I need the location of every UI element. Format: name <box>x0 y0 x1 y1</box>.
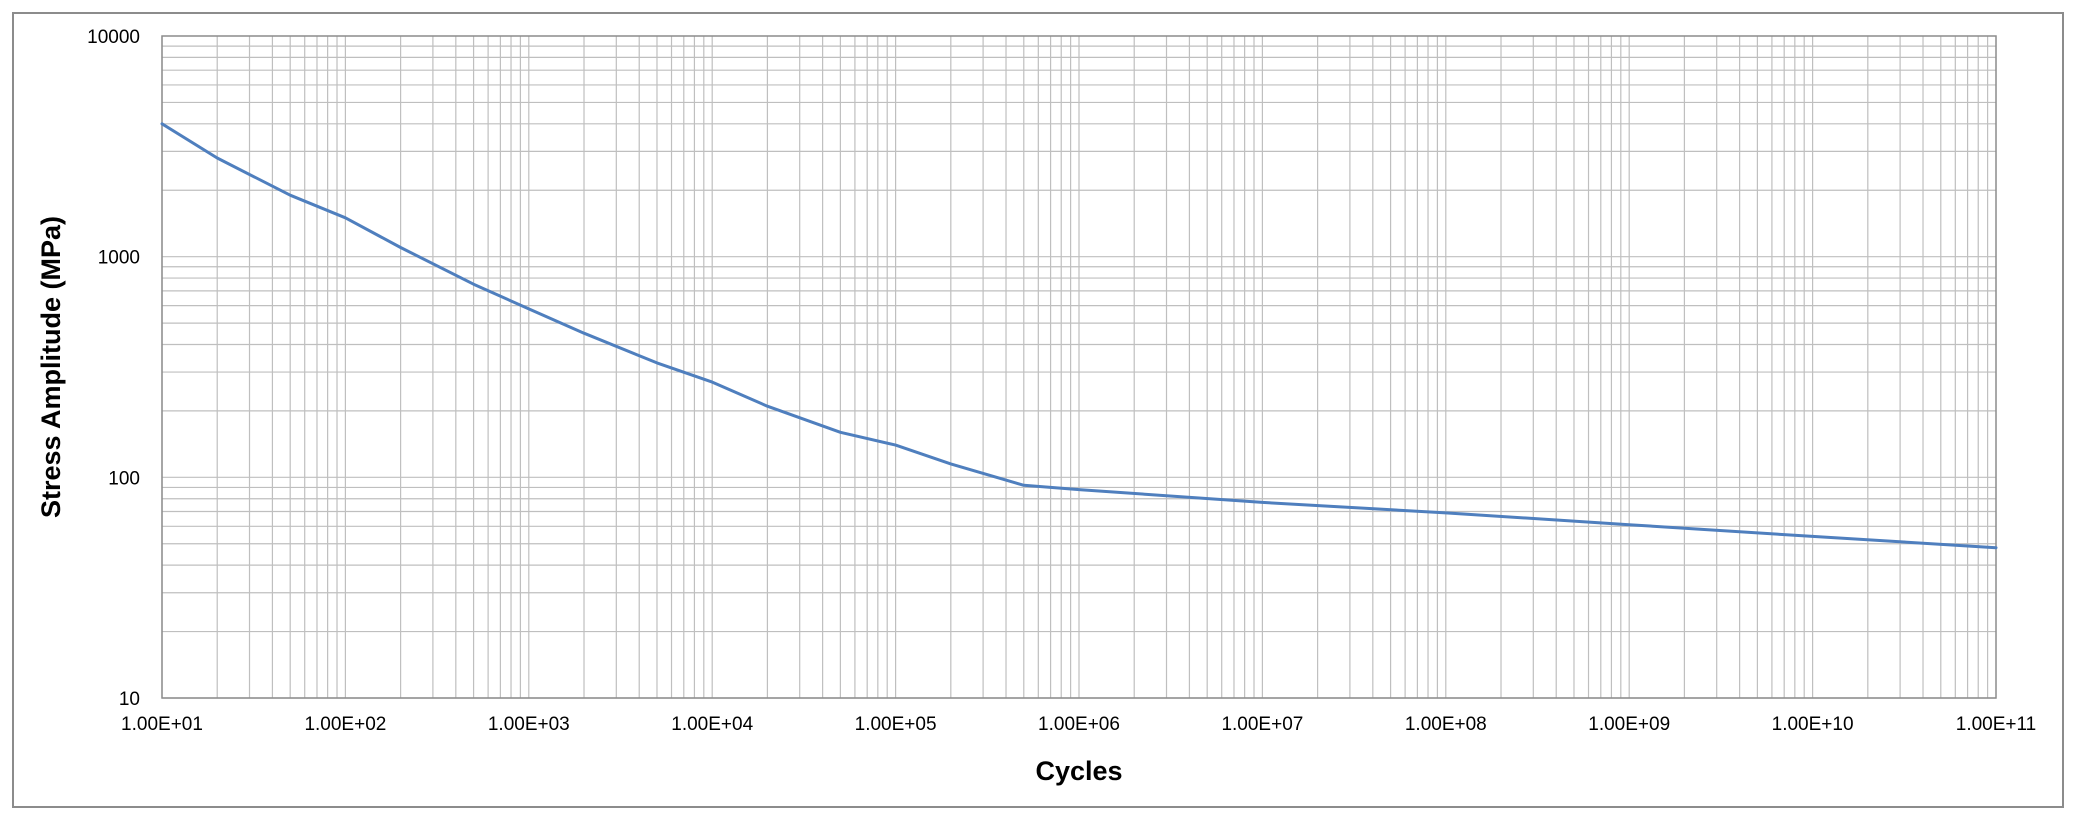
x-tick-label: 1.00E+06 <box>1038 714 1120 735</box>
y-axis-title: Stress Amplitude (MPa) <box>36 216 66 518</box>
x-tick-label: 1.00E+07 <box>1221 714 1303 735</box>
x-tick-label: 1.00E+05 <box>855 714 937 735</box>
plot-area-border <box>161 35 1997 699</box>
x-tick-label: 1.00E+01 <box>121 714 203 735</box>
grid <box>161 36 1996 699</box>
series-line <box>160 122 1998 550</box>
x-tick-label: 1.00E+10 <box>1772 714 1854 735</box>
series-layer <box>160 122 1998 550</box>
y-tick-label: 10 <box>119 689 140 710</box>
x-axis-title: Cycles <box>1035 756 1122 786</box>
x-tick-label: 1.00E+03 <box>488 714 570 735</box>
y-tick-label: 1000 <box>98 248 140 269</box>
x-tick-label: 1.00E+04 <box>671 714 753 735</box>
y-tick-label: 100 <box>108 468 140 489</box>
x-tick-label: 1.00E+08 <box>1405 714 1487 735</box>
x-tick-label: 1.00E+09 <box>1588 714 1670 735</box>
x-tick-label: 1.00E+02 <box>304 714 386 735</box>
x-axis-tick-labels: 1.00E+01 1.00E+02 1.00E+03 1.00E+04 1.00E+05… <box>121 714 2036 735</box>
x-tick-label: 1.00E+11 <box>1956 714 2036 735</box>
y-axis-tick-labels: 10 100 1000 10000 <box>87 27 140 710</box>
y-tick-label: 10000 <box>87 27 140 48</box>
